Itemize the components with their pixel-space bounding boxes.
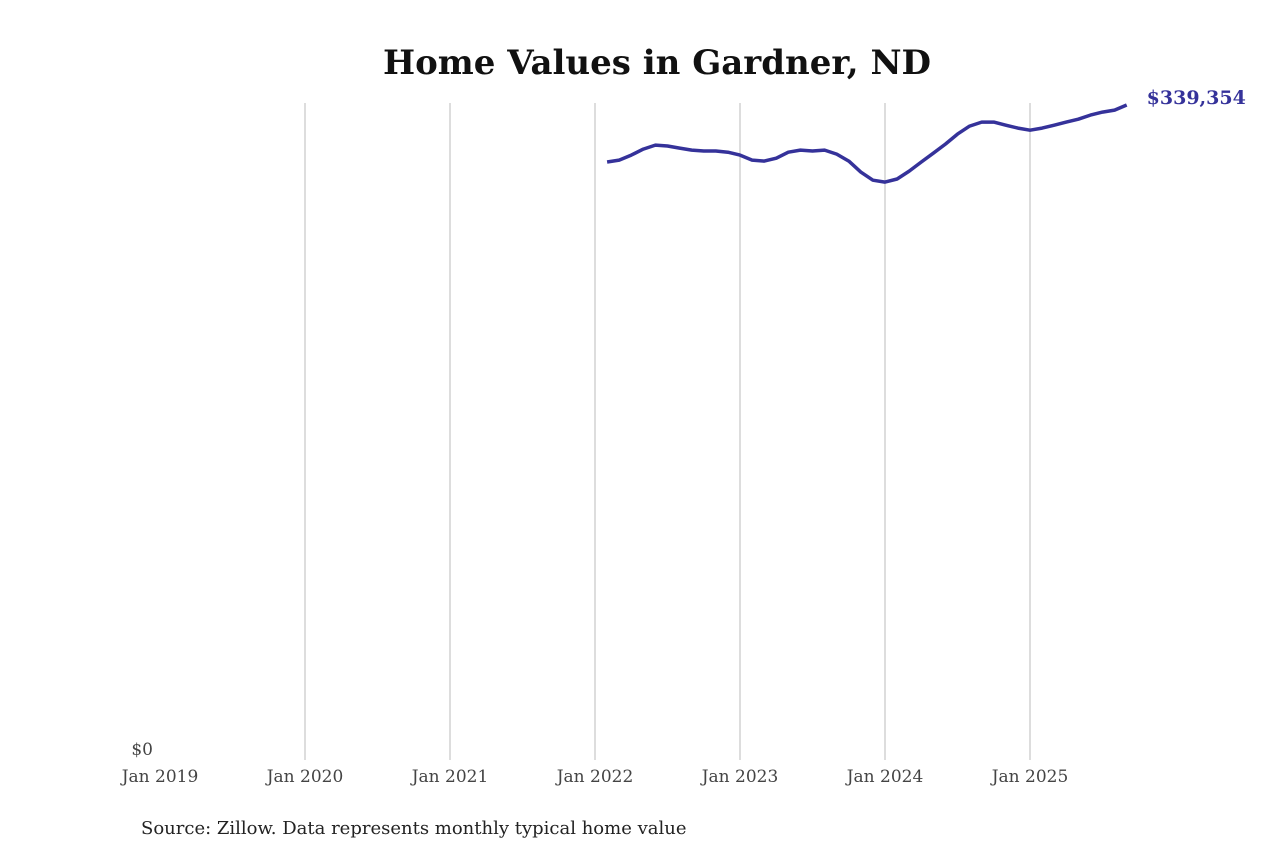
y-tick-label: $0 — [131, 740, 153, 760]
end-value-label: $339,354 — [1147, 87, 1246, 109]
x-tick-label: Jan 2024 — [845, 767, 924, 787]
x-tick-label: Jan 2020 — [265, 767, 344, 787]
x-tick-label: Jan 2021 — [410, 767, 489, 787]
gridlines — [304, 103, 1031, 760]
x-axis-ticks: Jan 2019 Jan 2020 Jan 2021 Jan 2022 Jan 2023… — [120, 767, 1069, 787]
x-tick-label: Jan 2025 — [990, 767, 1069, 787]
x-tick-label: Jan 2023 — [700, 767, 779, 787]
chart-title: Home Values in Gardner, ND — [383, 43, 931, 83]
x-tick-label: Jan 2019 — [120, 767, 199, 787]
series-line — [606, 103, 1128, 184]
source-note: Source: Zillow. Data represents monthly … — [141, 818, 687, 839]
x-tick-label: Jan 2022 — [555, 767, 634, 787]
